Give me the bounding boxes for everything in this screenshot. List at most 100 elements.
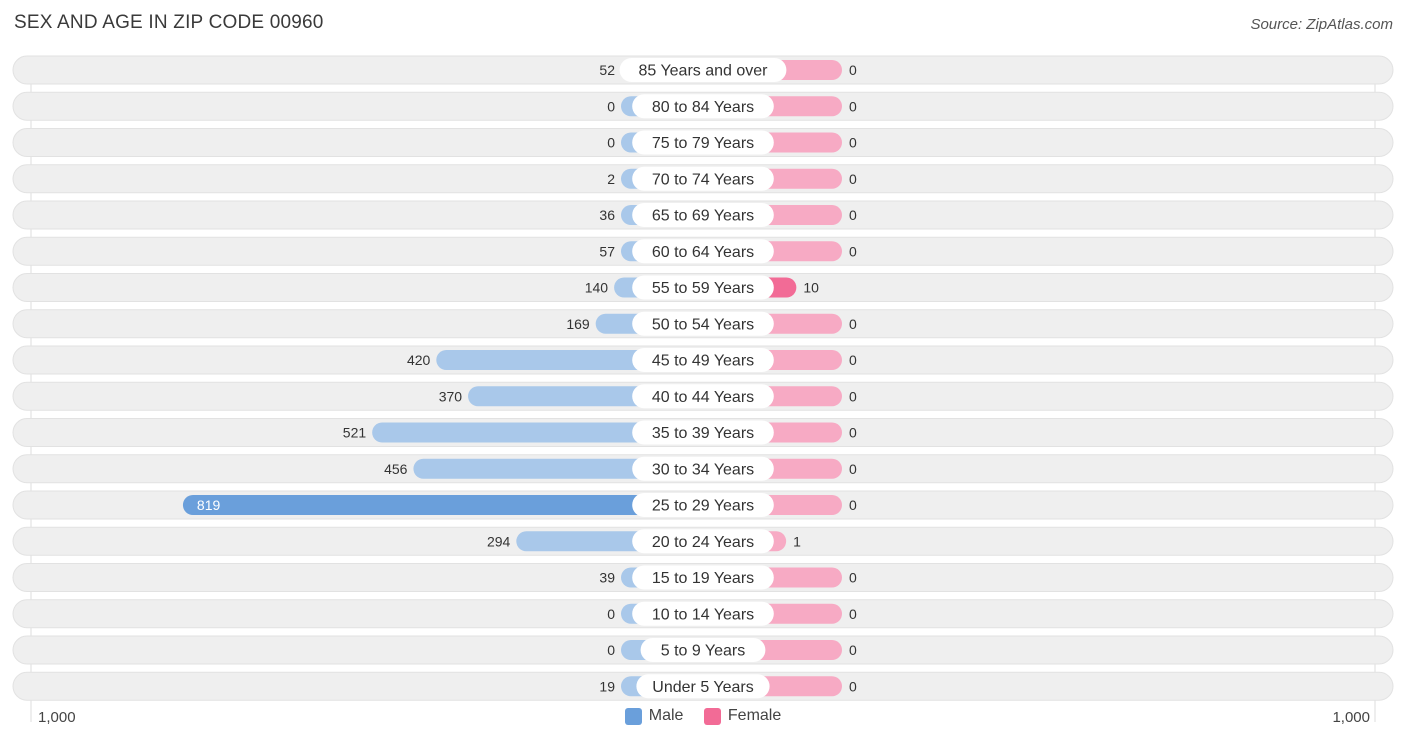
- male-value-label: 420: [407, 352, 431, 368]
- chart-row: 65 to 69 Years 36 0: [12, 200, 1394, 230]
- male-value-label: 52: [599, 62, 615, 78]
- age-group-pill: [632, 130, 774, 155]
- male-swatch: [624, 707, 642, 725]
- female-value-label: 0: [849, 497, 857, 513]
- male-value-label: 521: [343, 425, 367, 441]
- age-group-pill: [632, 94, 774, 119]
- age-group-pill: [632, 384, 774, 409]
- chart-row: 70 to 74 Years 2 0: [12, 164, 1394, 194]
- age-group-pill: [636, 674, 770, 699]
- chart-row: 60 to 64 Years 57 0: [12, 236, 1394, 266]
- chart-row: 80 to 84 Years 0 0: [12, 91, 1394, 121]
- age-group-label: 5 to 9 Years: [661, 643, 746, 660]
- male-value-label: 370: [439, 388, 463, 404]
- male-value-label: 0: [607, 642, 615, 658]
- female-value-label: 0: [849, 98, 857, 114]
- male-value-label: 169: [566, 316, 590, 332]
- age-group-pill: [632, 239, 774, 264]
- male-value-label: 36: [599, 207, 615, 223]
- male-bar: [413, 458, 703, 479]
- chart-row: 35 to 39 Years 521 0: [12, 418, 1394, 447]
- legend-male-label: Male: [648, 707, 684, 724]
- chart-footer: 1,000 Male Female 1,000: [0, 704, 1406, 732]
- female-value-label: 0: [849, 352, 857, 368]
- chart-row: 40 to 44 Years 370 0: [12, 381, 1394, 411]
- age-group-pill: [632, 348, 774, 372]
- age-group-label: 20 to 24 Years: [652, 534, 754, 551]
- female-value-label: 0: [849, 461, 857, 477]
- male-value-label: 57: [599, 243, 615, 259]
- male-value-label: 0: [607, 98, 615, 114]
- female-value-label: 0: [849, 678, 857, 694]
- chart-row: 30 to 34 Years 456 0: [12, 454, 1394, 484]
- male-value-label: 0: [607, 606, 615, 622]
- age-group-label: Under 5 Years: [652, 679, 753, 696]
- age-group-pill: [619, 58, 787, 82]
- age-group-pill: [632, 456, 774, 481]
- female-value-label: 0: [849, 243, 857, 259]
- chart-row: 45 to 49 Years 420 0: [12, 345, 1394, 375]
- female-value-label: 0: [849, 171, 857, 187]
- source-label: Source: ZipAtlas.com: [1250, 16, 1393, 33]
- female-value-label: 0: [849, 207, 857, 223]
- age-group-pill: [632, 565, 774, 590]
- age-group-label: 10 to 14 Years: [652, 606, 754, 623]
- legend: Male Female: [0, 707, 1406, 730]
- age-group-pill: [632, 275, 774, 300]
- chart-title: SEX AND AGE IN ZIP CODE 00960: [14, 12, 324, 33]
- age-group-pill: [632, 493, 774, 517]
- female-value-label: 0: [849, 135, 857, 151]
- age-group-label: 25 to 29 Years: [652, 498, 754, 515]
- chart-row: 85 Years and over 52 0: [12, 55, 1394, 85]
- chart-row: 5 to 9 Years 0 0: [12, 635, 1394, 665]
- legend-item-female[interactable]: Female: [703, 707, 781, 725]
- chart-row: 55 to 59 Years 140 10: [12, 273, 1394, 302]
- female-value-label: 0: [849, 642, 857, 658]
- male-bar: [182, 495, 703, 515]
- chart-row: 25 to 29 Years 819 0: [12, 490, 1394, 520]
- chart-row: Under 5 Years 19 0: [12, 671, 1394, 701]
- male-value-label: 19: [599, 678, 615, 694]
- age-group-label: 85 Years and over: [639, 63, 769, 80]
- axis-left-label: 1,000: [38, 709, 76, 726]
- age-group-pill: [632, 203, 774, 227]
- age-group-label: 80 to 84 Years: [652, 99, 754, 116]
- age-group-label: 35 to 39 Years: [652, 425, 754, 442]
- age-group-label: 65 to 69 Years: [652, 208, 754, 225]
- female-value-label: 0: [849, 316, 857, 332]
- male-bar: [372, 422, 703, 443]
- age-group-label: 30 to 34 Years: [652, 461, 754, 478]
- male-value-label: 39: [599, 570, 615, 586]
- female-value-label: 0: [849, 570, 857, 586]
- age-group-label: 50 to 54 Years: [652, 316, 754, 333]
- age-group-label: 75 to 79 Years: [652, 135, 754, 152]
- female-value-label: 0: [849, 425, 857, 441]
- chart-row: 75 to 79 Years 0 0: [12, 128, 1394, 157]
- age-group-pill: [632, 529, 774, 554]
- male-value-label: 819: [197, 497, 221, 513]
- female-value-label: 0: [849, 388, 857, 404]
- axis-right-label: 1,000: [1332, 709, 1370, 726]
- male-value-label: 2: [607, 171, 615, 187]
- male-value-label: 294: [487, 533, 511, 549]
- female-value-label: 0: [849, 62, 857, 78]
- chart-row: 15 to 19 Years 39 0: [12, 563, 1394, 592]
- age-group-pill: [632, 311, 774, 336]
- chart-row: 10 to 14 Years 0 0: [12, 599, 1394, 629]
- chart-row: 50 to 54 Years 169 0: [12, 309, 1394, 339]
- age-group-pill: [640, 638, 766, 662]
- age-group-pill: [632, 601, 774, 626]
- age-group-pill: [632, 166, 774, 191]
- age-group-pill: [632, 420, 774, 445]
- male-value-label: 0: [607, 135, 615, 151]
- female-value-label: 0: [849, 606, 857, 622]
- legend-item-male[interactable]: Male: [624, 707, 684, 725]
- age-group-label: 45 to 49 Years: [652, 353, 754, 370]
- male-value-label: 456: [384, 461, 408, 477]
- age-group-label: 70 to 74 Years: [652, 171, 754, 188]
- female-value-label: 10: [803, 280, 819, 296]
- male-value-label: 140: [585, 280, 609, 296]
- age-group-label: 40 to 44 Years: [652, 389, 754, 406]
- female-value-label: 1: [793, 533, 801, 549]
